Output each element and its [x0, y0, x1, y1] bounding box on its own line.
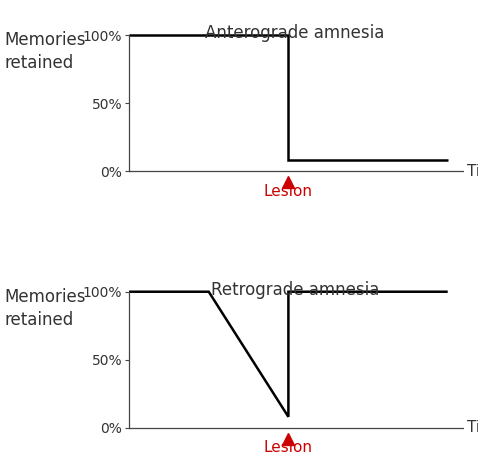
Text: Memories: Memories	[5, 31, 87, 49]
Text: Lesion: Lesion	[264, 440, 313, 455]
Text: retained: retained	[5, 311, 74, 328]
Text: Time: Time	[467, 164, 478, 179]
Text: Anterograde amnesia: Anterograde amnesia	[205, 24, 384, 42]
Text: Lesion: Lesion	[264, 184, 313, 198]
Text: Time: Time	[467, 420, 478, 435]
Text: Retrograde amnesia: Retrograde amnesia	[211, 281, 379, 299]
Text: retained: retained	[5, 54, 74, 72]
Text: Memories: Memories	[5, 288, 87, 306]
